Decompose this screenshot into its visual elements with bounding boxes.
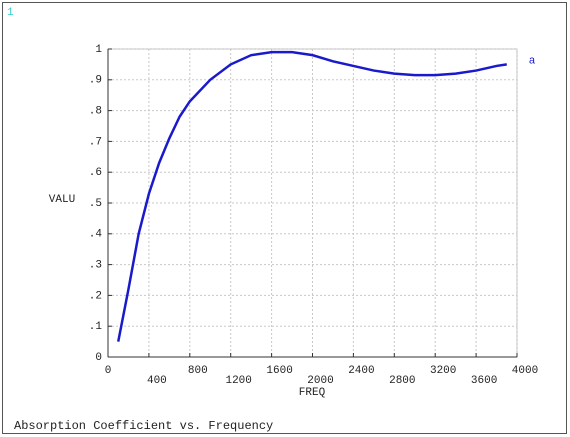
y-tick-label: .5	[89, 198, 102, 210]
x-tick-label: 1200	[225, 375, 251, 387]
y-tick-label: .6	[89, 167, 102, 179]
data-line	[116, 50, 507, 342]
series-label: a	[529, 55, 536, 67]
window-number: 1	[7, 7, 14, 19]
x-tick-label: 1600	[266, 365, 292, 377]
y-tick-label: 0	[95, 352, 102, 364]
y-tick-label: .9	[89, 75, 102, 87]
y-tick-label: .4	[89, 229, 103, 241]
x-tick-label: 2800	[389, 375, 415, 387]
x-tick-label: 3200	[430, 365, 456, 377]
x-tick-label: 4000	[512, 365, 538, 377]
window-frame	[2, 2, 567, 434]
x-tick-label: 0	[105, 365, 112, 377]
y-tick-label: .1	[89, 321, 103, 333]
x-tick-label: 2000	[307, 375, 333, 387]
y-tick-label: .2	[89, 290, 102, 302]
y-tick-label: 1	[95, 44, 102, 56]
x-tick-label: 3600	[471, 375, 497, 387]
chart-title: Absorption Coefficient vs. Frequency	[14, 419, 273, 433]
x-tick-label: 400	[147, 375, 167, 387]
x-tick-label: 800	[188, 365, 208, 377]
y-tick-label: .3	[89, 260, 102, 272]
y-axis-label: VALU	[49, 194, 75, 206]
x-axis-label: FREQ	[299, 387, 326, 399]
x-tick-label: 2400	[348, 365, 374, 377]
y-tick-label: .8	[89, 106, 102, 118]
y-tick-label: .7	[89, 136, 102, 148]
